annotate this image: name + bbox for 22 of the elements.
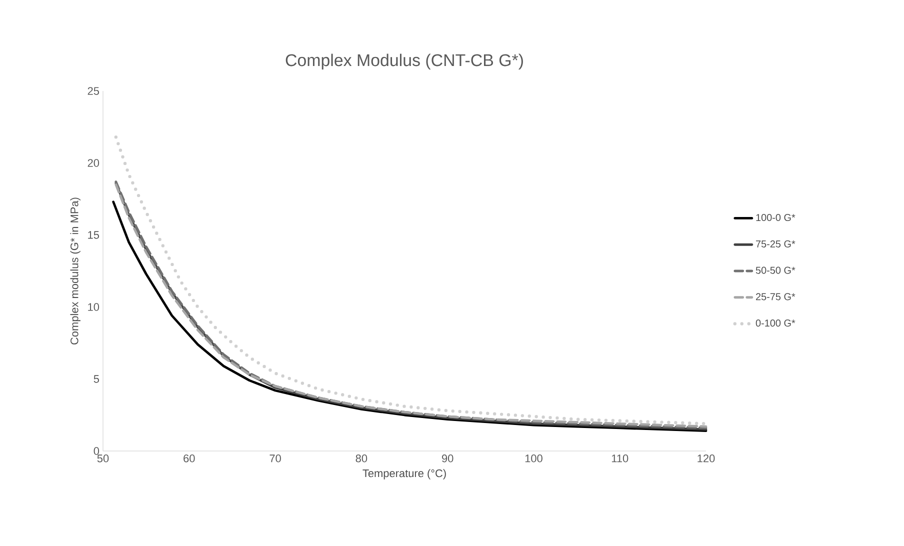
x-tick-label: 90	[442, 454, 454, 462]
y-tick-label: 20	[88, 159, 100, 167]
x-axis-title: Temperature (°C)	[362, 469, 446, 480]
y-tick-label: 0	[94, 447, 100, 455]
y-axis-title: Complex modulus (G* in MPa)	[70, 198, 80, 344]
x-tick-label: 50	[97, 454, 109, 462]
x-tick-label: 80	[356, 454, 368, 462]
chart-title: Complex Modulus (CNT-CB G*)	[286, 54, 523, 70]
legend-label: 25-75 G*	[756, 293, 796, 300]
legend-label: 0-100 G*	[756, 320, 796, 327]
legend-label: 100-0 G*	[756, 214, 796, 222]
y-tick-label: 5	[94, 375, 100, 383]
y-tick-label: 15	[88, 231, 100, 239]
x-tick-label: 120	[698, 454, 715, 462]
legend-label: 50-50 G*	[756, 266, 796, 274]
x-tick-label: 70	[270, 454, 281, 462]
y-tick-label: 10	[88, 303, 100, 311]
x-tick-label: 100	[525, 454, 542, 462]
x-tick-label: 60	[184, 454, 195, 462]
y-tick-label: 25	[88, 87, 100, 95]
x-tick-label: 110	[612, 454, 628, 462]
legend-label: 75-25 G*	[756, 240, 796, 248]
